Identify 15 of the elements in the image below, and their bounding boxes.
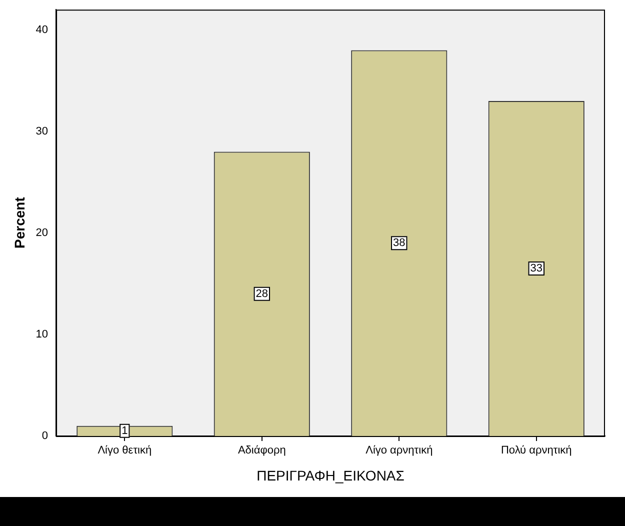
data-label: 1 bbox=[122, 424, 128, 437]
y-tick-label: 10 bbox=[36, 328, 48, 341]
x-tick-label: Αδιάφορη bbox=[238, 444, 286, 457]
x-tick-label: Πολύ αρνητική bbox=[500, 444, 572, 457]
y-axis-title: Percent bbox=[11, 196, 28, 248]
y-tick-label: 30 bbox=[36, 125, 48, 138]
y-tick-label: 40 bbox=[36, 24, 48, 36]
y-tick-label: 20 bbox=[36, 226, 48, 239]
x-tick-label: Λίγο θετική bbox=[98, 444, 152, 457]
y-tick-label: 0 bbox=[42, 430, 48, 442]
data-label: 33 bbox=[530, 262, 543, 275]
data-label: 38 bbox=[393, 237, 406, 250]
x-axis-title: ΠΕΡΙΓΡΑΦΗ_ΕΙΚΟΝΑΣ bbox=[256, 467, 405, 484]
x-tick-label: Λίγο αρνητική bbox=[366, 444, 433, 457]
data-label: 28 bbox=[256, 288, 268, 300]
